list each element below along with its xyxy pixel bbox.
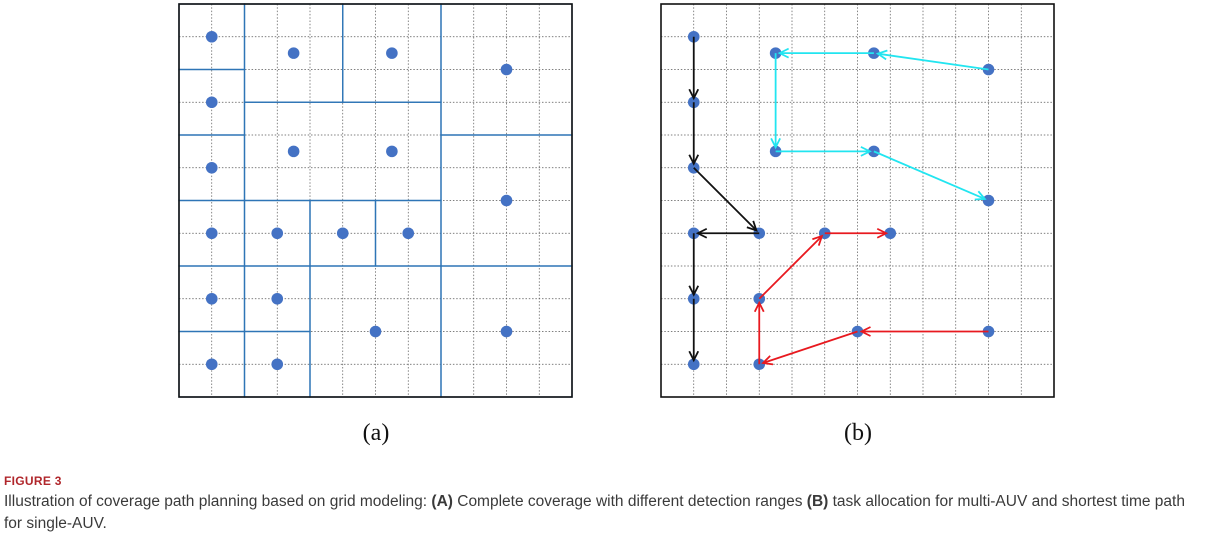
grid-node [500,325,513,338]
caption-a-key: (A) [431,493,453,510]
path-segment [688,233,700,297]
arrow-head [761,355,774,366]
arrow-head [777,47,790,59]
grid-node [982,325,995,338]
path-segment [824,227,889,239]
path-segment [753,300,765,365]
grid-node [271,358,284,371]
arrow-head [695,227,708,239]
path-line [877,52,989,71]
grid-node [982,194,995,207]
arrow-head [876,227,889,239]
grid-node [271,227,284,240]
grid-node [205,227,218,240]
grid-node [287,145,300,158]
path-segment [758,234,824,300]
path-segment [777,47,874,59]
arrow-head [812,234,824,246]
grid-node [402,227,415,240]
caption-a-text: Complete coverage with different detecti… [452,493,807,510]
path-segment [688,102,700,166]
arrow-head [974,190,987,201]
path-segment [859,326,989,337]
caption-text: Illustration of coverage path planning b… [4,493,1185,532]
caption-b-text: task allocation for multi-AUV and shorte… [4,493,1185,532]
path-segment [775,146,872,157]
grid-node [205,161,218,174]
grid-node [369,325,382,338]
grid-node [205,292,218,305]
path-arrows [688,36,989,366]
grid-node [205,96,218,109]
panel-frame [178,3,573,398]
path-line [758,235,823,300]
path-line [693,167,758,232]
panel-a-grid-diagram [178,3,573,398]
grid-node [884,227,897,240]
path-segment [873,150,987,201]
grid-node [386,145,398,158]
path-segment [693,167,758,232]
grid-node [687,358,700,371]
panel-b-label: (b) [844,420,872,446]
arrow-head [688,350,700,363]
path-segment [695,227,760,239]
nodes [687,30,995,371]
grid-node [205,30,218,43]
nodes [205,30,513,371]
panel-a-label: (a) [362,420,390,446]
path-segment [688,36,700,101]
path-segment [761,330,858,366]
grid-node [500,63,513,76]
arrow-head [860,146,872,157]
arrow-head [859,326,871,337]
arrow-head [746,220,758,232]
grid-lines [661,4,1054,397]
figure-number: FIGURE 3 [4,474,62,488]
grid-node [205,358,218,371]
grid-node [287,47,300,59]
path-segment [770,53,781,150]
arrow-head [688,88,700,101]
panel-b-path-diagram [660,3,1055,398]
caption-b-key: (B) [806,493,829,510]
panel-frame [660,3,1055,398]
arrow-head [770,137,781,150]
grid-node [500,194,513,207]
figure-caption: FIGURE 3 Illustration of coverage path p… [4,474,1204,535]
arrow-head [688,154,700,166]
arrow-head [875,49,888,61]
path-line [873,150,986,200]
path-line [762,330,858,364]
grid-node [982,63,995,76]
arrow-head [688,285,700,297]
path-segment [688,298,700,363]
grid-node [271,292,284,305]
caption-intro: Illustration of coverage path planning b… [4,493,432,510]
path-segment [875,49,989,71]
grid-node [336,227,349,240]
grid-node [386,47,398,59]
arrow-head [753,300,765,313]
